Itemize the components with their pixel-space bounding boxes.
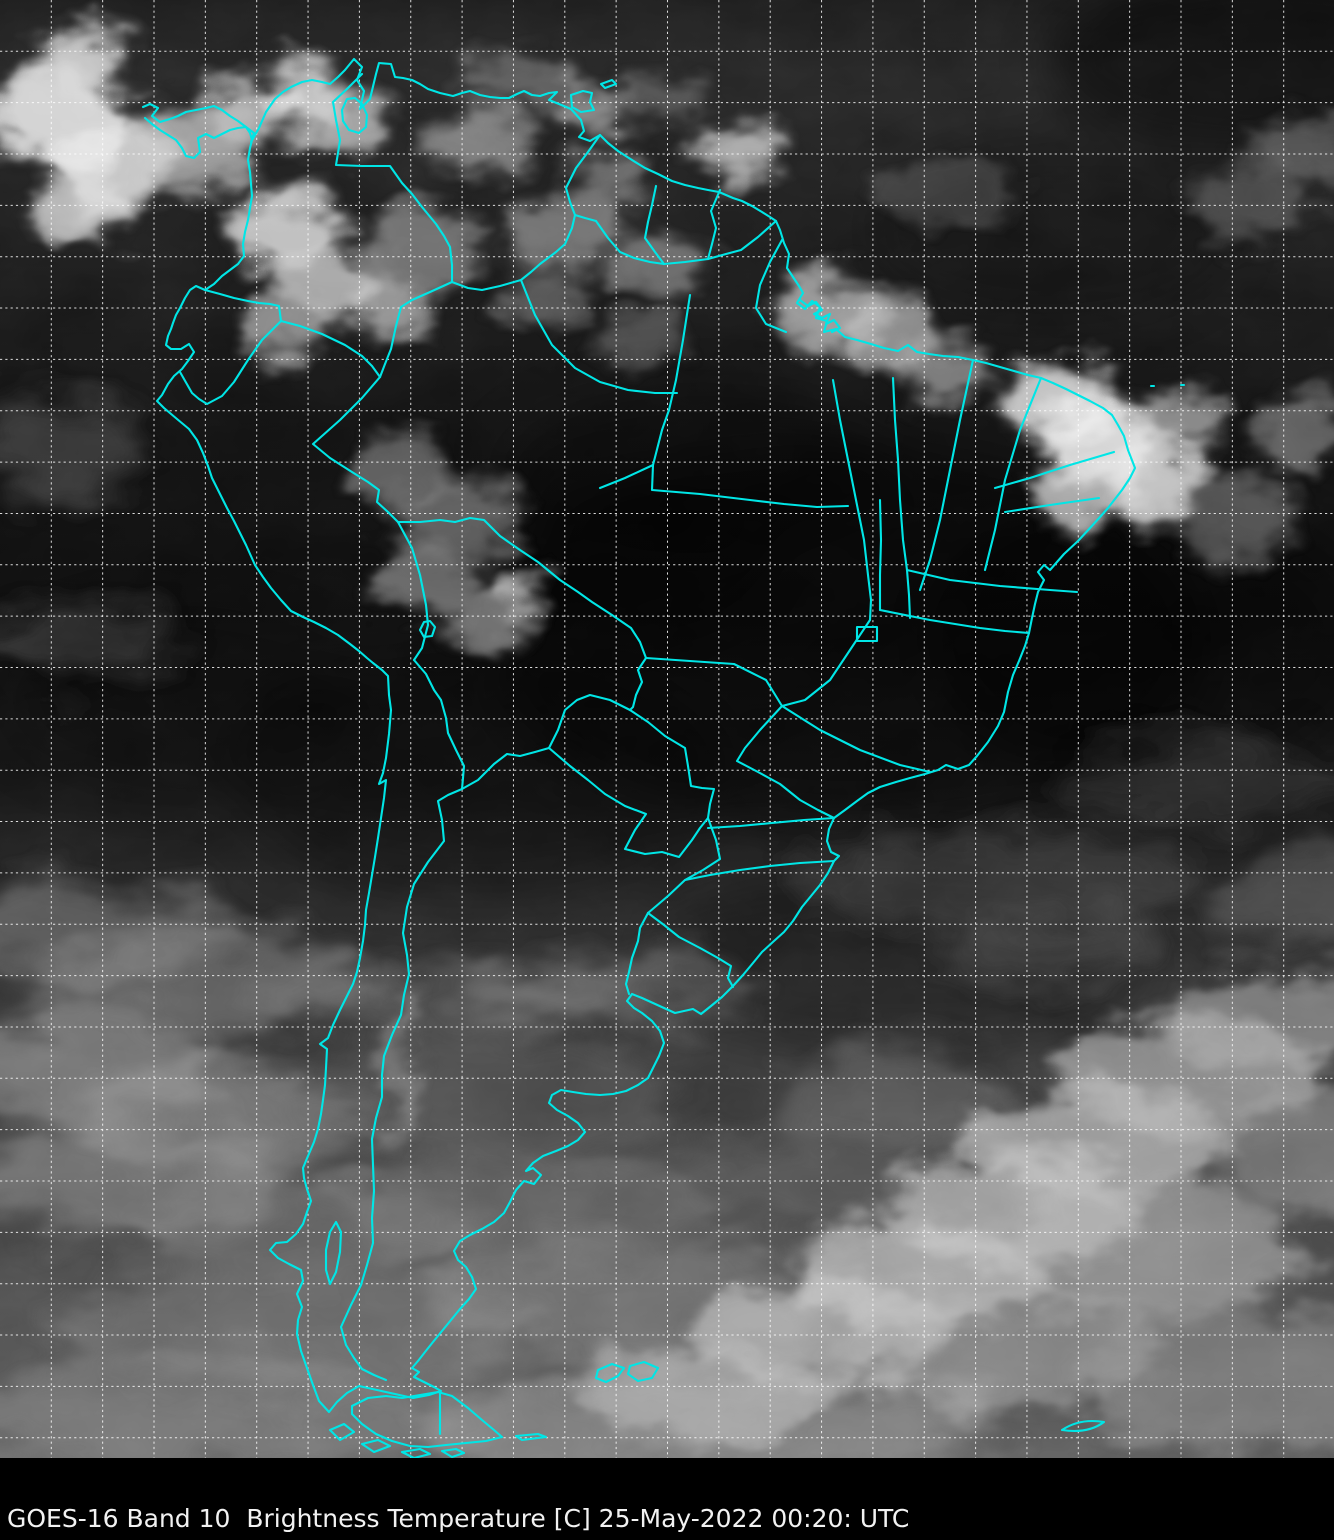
latlon-grid	[0, 0, 1334, 1458]
state-amapa-border	[754, 238, 788, 334]
panama-north-coast	[141, 102, 248, 129]
border-paraguay-argentina	[547, 746, 710, 859]
border-frguiana-brazil	[706, 219, 778, 261]
state-sc-pr-border	[706, 816, 836, 830]
fuegian-islets	[328, 1422, 548, 1458]
geo-borders	[141, 57, 1186, 1458]
border-argentina-brazil	[646, 816, 722, 915]
state-tocantins-araguaia-border	[831, 378, 873, 622]
falkland-west-island	[594, 1362, 626, 1384]
state-ba-north-border	[905, 568, 1079, 594]
border-suriname-frguiana	[706, 188, 722, 261]
state-goias-mg-border	[780, 618, 872, 708]
fernando-noronha-dots	[1149, 383, 1186, 388]
tierra-del-fuego-island	[350, 1390, 504, 1449]
border-suriname-brazil	[662, 257, 710, 266]
tobago-island	[599, 78, 618, 90]
border-bolivia-argentina	[460, 746, 551, 791]
state-ba-mg-border	[878, 608, 1031, 635]
border-uruguay-brazil	[646, 911, 735, 989]
panama-south-coast	[143, 116, 248, 160]
border-peru-bolivia	[396, 520, 430, 662]
border-uruguay-argentina	[624, 911, 650, 996]
state-mg-sp-border	[780, 704, 932, 774]
state-tocantins-east-border	[891, 376, 912, 620]
border-colombia-brazil	[378, 280, 454, 379]
border-chile-argentina	[339, 787, 464, 1382]
satellite-map	[0, 0, 1334, 1458]
state-am-pa-border	[650, 293, 850, 509]
border-mt-ms-brazil-states	[644, 656, 784, 708]
border-bolivia-chile	[412, 658, 466, 791]
state-ceara-border	[983, 376, 1043, 572]
caption: GOES-16 Band 10 Brightness Temperature […	[7, 1504, 910, 1533]
amazon-delta-channels	[798, 298, 842, 334]
chiloe-island	[324, 1220, 343, 1286]
falkland-east-island	[626, 1360, 660, 1383]
border-ecuador-peru	[178, 319, 283, 406]
border-guyana-suriname	[643, 184, 666, 266]
border-paraguay-brazil	[628, 708, 716, 820]
coastline-south-america	[155, 57, 1137, 1414]
state-pe-border	[1003, 496, 1101, 514]
state-roraima-border	[519, 278, 679, 395]
south-georgia-island	[1060, 1419, 1106, 1433]
border-venezuela-guyana	[564, 133, 602, 217]
border-ecuador-colombia	[203, 288, 283, 323]
lake-titicaca	[418, 619, 437, 639]
border-colombia-peru	[279, 319, 382, 379]
state-ba-west-border	[878, 498, 883, 612]
border-bolivia-paraguay	[547, 693, 632, 750]
state-am-rondonia-border	[598, 463, 655, 490]
border-peru-brazil	[311, 375, 400, 524]
state-rs-sc-border	[683, 859, 836, 882]
state-ms-sp-pr-border	[735, 704, 836, 820]
lake-maracaibo	[340, 96, 369, 135]
border-colombia-venezuela	[331, 72, 454, 284]
state-ma-pi-border	[918, 358, 975, 592]
trinidad-island	[569, 89, 596, 114]
border-bolivia-brazil	[396, 516, 648, 712]
distrito-federal-rectangle	[855, 625, 879, 643]
border-guyana-brazil	[594, 219, 666, 266]
state-pb-border	[993, 450, 1116, 490]
